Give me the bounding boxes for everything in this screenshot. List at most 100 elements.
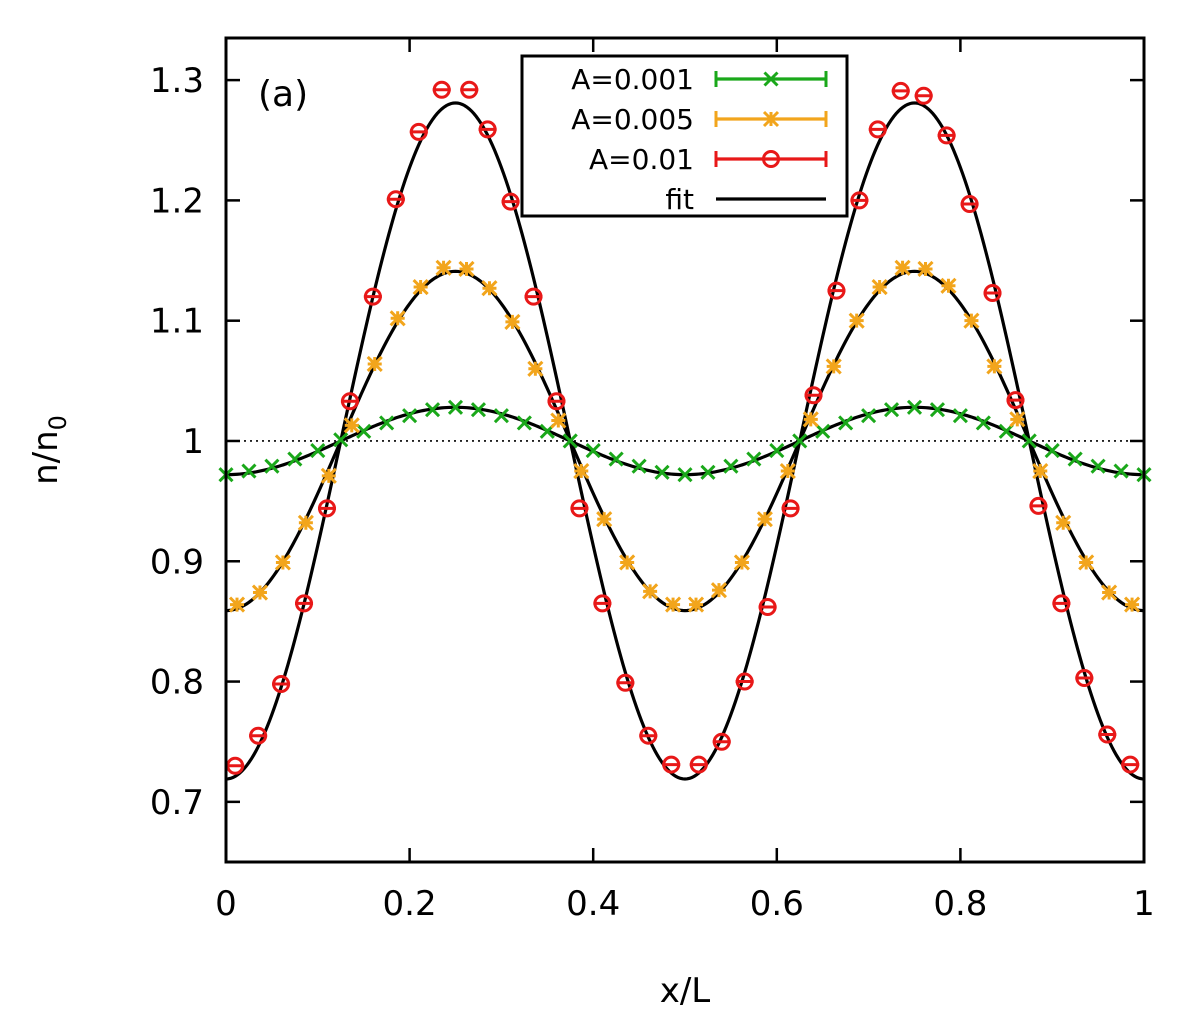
legend-label: A=0.001 [571,63,694,96]
data-point [861,408,877,424]
data-point [1121,755,1140,774]
data-point [639,726,658,745]
legend: A=0.001 A=0.005 A=0.01 fit [520,54,849,218]
data-point [501,192,520,211]
data-point [585,443,601,459]
data-point [366,355,383,373]
data-point [389,310,406,327]
data-point [241,463,257,479]
data-point [712,732,731,751]
data-point [1032,462,1049,480]
data-point [689,755,708,774]
data-point [756,511,773,528]
data-point [547,392,566,411]
data-point [550,412,567,429]
data-point [333,432,349,448]
data-point [424,402,441,418]
data-point [447,399,464,415]
data-point [570,499,589,518]
data-point [386,190,405,209]
data-point [340,392,359,411]
data-point [1067,451,1083,467]
data-point [779,462,796,480]
data-point [906,399,923,415]
y-tick-label: 1 [182,422,204,462]
data-point [458,260,475,278]
data-point [460,80,479,99]
data-point [710,582,728,599]
data-point [481,280,498,297]
data-point [363,287,382,306]
x-tick-label: 1 [1133,884,1155,924]
data-point [914,86,933,105]
data-point [516,415,532,431]
legend-marker [762,110,780,128]
data-point [963,312,980,329]
data-point [827,281,846,300]
data-point [527,360,544,377]
panel-label: (a) [258,74,308,115]
data-point [295,594,314,613]
x-tick-label: 0.2 [383,884,437,924]
data-point [983,284,1002,303]
y-axis-label: n/n0 [26,415,72,485]
y-axis-label-subscript: 0 [44,415,72,430]
x-tick-label: 0.8 [933,884,987,924]
data-point [478,120,497,139]
y-tick-label: 0.8 [150,663,204,703]
data-point [226,756,245,775]
data-point [264,458,280,474]
data-point [1098,725,1117,744]
data-point [297,514,314,531]
data-point [596,511,613,528]
data-point [871,278,888,296]
data-point [891,81,910,100]
x-tick-label: 0.6 [750,884,804,924]
data-point [1029,496,1048,515]
data-point [975,415,991,431]
data-point [1044,443,1060,459]
data-point [409,122,428,141]
y-axis-label-main: n/n [26,430,66,485]
data-point [917,260,934,278]
axes-group: 0 0.2 0.4 0.6 0.8 1 0.7 0.8 0.9 1 1.1 1.2 1.3 [150,38,1155,924]
data-point [616,673,635,692]
data-point [952,408,968,424]
data-point [1124,596,1141,613]
plot-frame [224,36,1146,864]
data-point [1009,411,1026,428]
data-point [781,499,800,518]
data-point [883,402,900,418]
y-tick-label: 1.3 [150,61,204,101]
data-point [287,451,303,467]
data-point [733,554,750,571]
data-point [1021,433,1037,449]
data-point [1113,463,1129,479]
data-point [723,458,739,474]
data-point [310,443,326,459]
data-point [929,402,946,418]
data-point [1052,594,1071,613]
legend-label: fit [665,183,694,216]
y-tick-label: 0.7 [150,783,204,823]
data-point [677,467,693,483]
data-point [1090,458,1106,474]
data-point [937,126,956,145]
data-point [412,278,429,296]
data-point [746,451,762,467]
data-point [1075,668,1094,687]
data-point [665,596,682,613]
data-point [228,596,246,613]
legend-box [520,54,849,218]
x-axis-label: x/L [660,971,711,1011]
data-point [1006,391,1025,410]
fit-curve [225,269,1145,613]
series-A=0.005 [228,259,1141,613]
data-point [815,423,831,439]
data-point [435,259,452,276]
data-point [960,195,979,214]
data-point [504,313,521,330]
data-series-group [218,80,1152,775]
data-point [493,408,509,424]
